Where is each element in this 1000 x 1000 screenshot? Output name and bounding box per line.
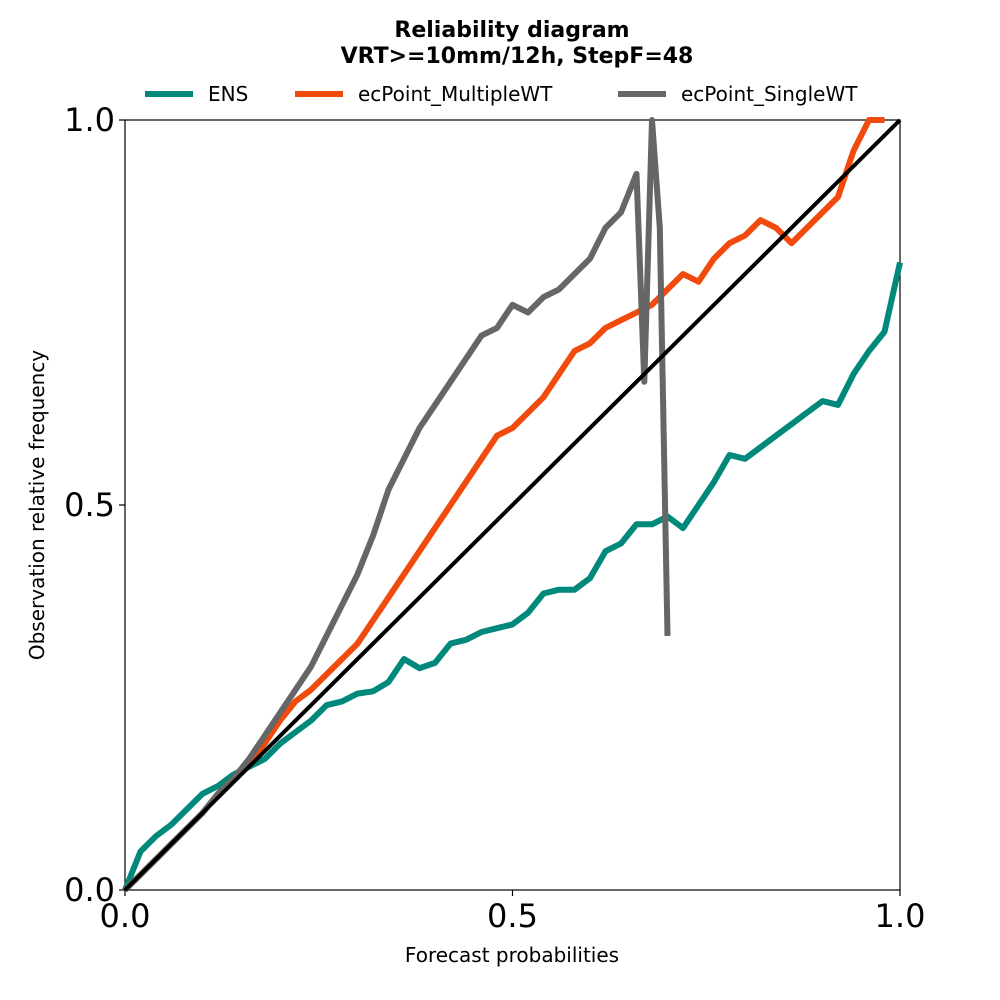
y-tick-label: 1.0 bbox=[64, 101, 115, 139]
series-line-ecpoint-singlewt bbox=[122, 117, 671, 893]
x-tick-label: 0.5 bbox=[487, 897, 538, 935]
legend-label-ens: ENS bbox=[208, 82, 248, 106]
y-tick-label: 0.5 bbox=[64, 486, 115, 524]
y-tick-label: 0.0 bbox=[64, 871, 115, 909]
axis-ticks: 0.0 0.5 1.0 0.0 0.5 1.0 bbox=[64, 101, 925, 935]
legend-label-ecpoint-singlewt: ecPoint_SingleWT bbox=[681, 82, 858, 106]
series-line-ens bbox=[122, 261, 903, 892]
y-axis-label: Observation relative frequency bbox=[25, 350, 49, 660]
legend-label-ecpoint-multiplewt: ecPoint_MultipleWT bbox=[358, 82, 553, 106]
plot-area bbox=[122, 117, 903, 893]
x-axis-label: Forecast probabilities bbox=[405, 943, 619, 967]
diagonal-reference-line bbox=[123, 118, 902, 892]
chart-title: Reliability diagram bbox=[394, 18, 629, 43]
x-tick-label: 0.0 bbox=[100, 897, 151, 935]
chart-subtitle: VRT>=10mm/12h, StepF=48 bbox=[341, 44, 694, 69]
x-tick-label: 1.0 bbox=[875, 897, 926, 935]
legend: ENS ecPoint_MultipleWT ecPoint_SingleWT bbox=[145, 82, 858, 106]
